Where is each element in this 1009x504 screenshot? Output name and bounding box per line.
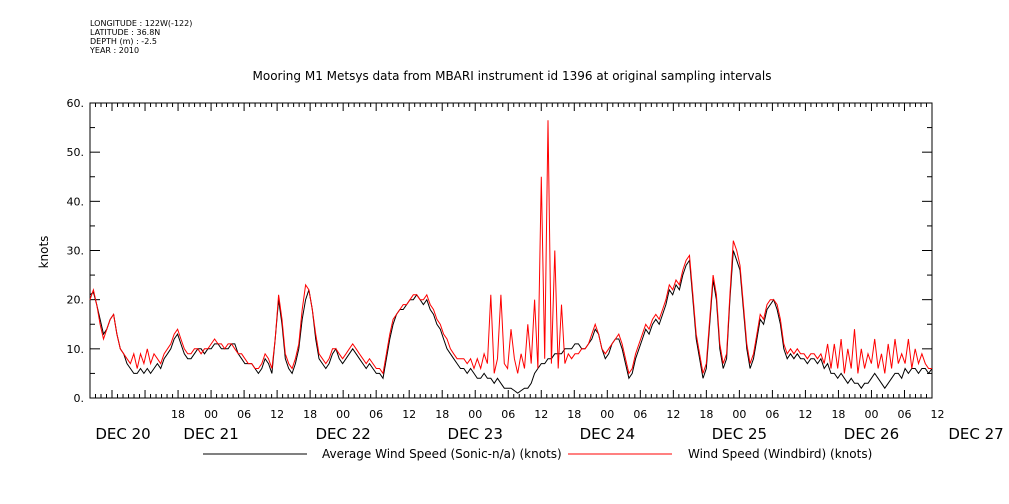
x-tick-label: 18 bbox=[699, 408, 713, 421]
legend-label-windbird: Wind Speed (Windbird) (knots) bbox=[688, 447, 872, 461]
x-tick-label: 06 bbox=[897, 408, 911, 421]
y-tick-label: 60. bbox=[67, 97, 85, 110]
x-tick-label: 06 bbox=[237, 408, 251, 421]
y-tick-label: 30. bbox=[67, 245, 85, 258]
x-tick-label: 00 bbox=[600, 408, 614, 421]
x-day-label: DEC 21 bbox=[183, 425, 238, 443]
series-windbird-wind-speed bbox=[89, 120, 932, 375]
x-day-label: DEC 22 bbox=[315, 425, 370, 443]
y-tick-label: 20. bbox=[67, 294, 85, 307]
chart-title: Mooring M1 Metsys data from MBARI instru… bbox=[253, 69, 772, 83]
x-day-label: DEC 20 bbox=[95, 425, 150, 443]
axis-layer: 0. 10. 20. 30. 40. 50. 60. 18 00 06 12 18 00 06 12 18 00… bbox=[67, 97, 1004, 443]
x-tick-label: 18 bbox=[303, 408, 317, 421]
x-tick-label: 00 bbox=[732, 408, 746, 421]
plot-frame bbox=[89, 102, 933, 399]
y-tick-label: 0. bbox=[74, 392, 85, 405]
legend: Average Wind Speed (Sonic-n/a) (knots) W… bbox=[203, 447, 872, 461]
y-tick-label: 40. bbox=[67, 195, 85, 208]
y-tick-label: 50. bbox=[67, 146, 85, 159]
x-day-label: DEC 27 bbox=[948, 425, 1003, 443]
x-tick-label: 06 bbox=[633, 408, 647, 421]
y-tick-label: 10. bbox=[67, 343, 85, 356]
x-tick-label: 06 bbox=[369, 408, 383, 421]
latitude-label: LATITUDE : 36.8N bbox=[90, 28, 161, 37]
series-layer bbox=[89, 120, 933, 394]
x-tick-label: 18 bbox=[831, 408, 845, 421]
year-label: YEAR : 2010 bbox=[90, 46, 140, 55]
series-average-wind-speed bbox=[89, 250, 933, 394]
x-tick-label: 12 bbox=[798, 408, 812, 421]
x-tick-label: 00 bbox=[336, 408, 350, 421]
x-tick-label: 00 bbox=[204, 408, 218, 421]
x-day-label: DEC 23 bbox=[448, 425, 503, 443]
x-day-label: DEC 25 bbox=[712, 425, 767, 443]
y-axis-label: knots bbox=[37, 236, 51, 269]
x-tick-label: 12 bbox=[931, 408, 945, 421]
depth-label: DEPTH (m) : -2.5 bbox=[90, 37, 157, 46]
station-metadata: LONGITUDE : 122W(-122) LATITUDE : 36.8N … bbox=[90, 19, 192, 55]
x-tick-label: 12 bbox=[666, 408, 680, 421]
x-tick-label: 18 bbox=[171, 408, 185, 421]
x-tick-label: 06 bbox=[501, 408, 515, 421]
x-tick-label: 18 bbox=[435, 408, 449, 421]
x-tick-label: 12 bbox=[534, 408, 548, 421]
legend-label-average: Average Wind Speed (Sonic-n/a) (knots) bbox=[322, 447, 562, 461]
x-tick-label: 00 bbox=[468, 408, 482, 421]
x-tick-label: 00 bbox=[864, 408, 878, 421]
x-tick-label: 12 bbox=[402, 408, 416, 421]
x-tick-label: 12 bbox=[270, 408, 284, 421]
x-day-label: DEC 24 bbox=[580, 425, 635, 443]
x-tick-label: 18 bbox=[567, 408, 581, 421]
x-day-label: DEC 26 bbox=[844, 425, 899, 443]
longitude-label: LONGITUDE : 122W(-122) bbox=[90, 19, 193, 28]
x-tick-label: 06 bbox=[765, 408, 779, 421]
